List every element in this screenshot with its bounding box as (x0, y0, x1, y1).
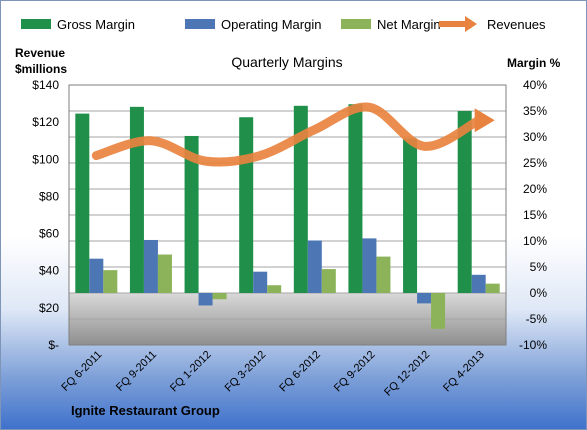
left-axis-tick: $60 (39, 227, 59, 241)
right-axis-tick: -5% (526, 312, 548, 326)
legend-label: Gross Margin (57, 17, 135, 32)
legend-swatch (185, 19, 215, 29)
legend-label: Revenues (487, 17, 546, 32)
right-axis-title: Margin % (507, 56, 561, 70)
left-axis-tick: $80 (39, 189, 59, 203)
right-axis-tick: 30% (523, 130, 547, 144)
bar-net-margin (267, 285, 282, 293)
bar-operating-margin (143, 239, 158, 293)
right-axis-tick: -10% (519, 338, 547, 352)
bar-gross-margin (457, 111, 472, 293)
right-axis-tick: 35% (523, 104, 547, 118)
category-label: FQ 12-2012 (382, 349, 432, 399)
bar-operating-margin (198, 293, 213, 306)
bar-gross-margin (403, 138, 418, 293)
category-label: FQ 4-2013 (441, 349, 487, 395)
bar-net-margin (321, 269, 336, 293)
right-axis-tick: 25% (523, 156, 547, 170)
right-axis-tick: 40% (523, 78, 547, 92)
bar-net-margin (212, 293, 227, 300)
category-label: FQ 9-2012 (332, 349, 378, 395)
bar-operating-margin (362, 238, 377, 293)
right-axis-tick: 0% (530, 286, 548, 300)
legend-label: Operating Margin (221, 17, 321, 32)
bar-net-margin (485, 283, 500, 293)
bar-gross-margin (293, 105, 308, 293)
bar-net-margin (103, 270, 118, 293)
right-axis-tick: 20% (523, 182, 547, 196)
bar-gross-margin (129, 106, 144, 293)
revenue-line (91, 102, 484, 167)
legend-label: Net Margin (377, 17, 441, 32)
legend-swatch (341, 19, 371, 29)
bar-net-margin (376, 256, 391, 293)
left-axis-tick: $- (48, 338, 59, 352)
left-axis-tick: $140 (32, 78, 59, 92)
bar-operating-margin (471, 274, 486, 293)
right-axis-tick: 15% (523, 208, 547, 222)
bar-operating-margin (89, 258, 104, 293)
left-axis-tick: $20 (39, 301, 59, 315)
category-label: FQ 3-2012 (223, 349, 269, 395)
legend-swatch (21, 19, 51, 29)
left-axis-title-line2: $millions (15, 62, 67, 76)
bar-gross-margin (348, 104, 363, 294)
revenue-arrowhead (474, 108, 495, 133)
left-axis-tick: $40 (39, 264, 59, 278)
right-axis-tick: 5% (530, 260, 548, 274)
right-axis-tick: 10% (523, 234, 547, 248)
left-axis-tick: $120 (32, 115, 59, 129)
bar-operating-margin (253, 271, 268, 293)
category-label: FQ 6-2011 (59, 349, 104, 394)
bar-operating-margin (417, 293, 432, 304)
plot-border (68, 84, 507, 346)
category-label: FQ 9-2011 (114, 349, 159, 394)
company-label: Ignite Restaurant Group (71, 403, 220, 418)
left-axis-title-line1: Revenue (15, 46, 65, 60)
bar-gross-margin (184, 135, 199, 293)
chart-title: Quarterly Margins (231, 54, 342, 70)
bar-net-margin (431, 293, 446, 329)
bar-operating-margin (307, 240, 322, 293)
legend-arrow-swatch (465, 16, 477, 32)
bar-gross-margin (75, 113, 90, 293)
category-label: FQ 1-2012 (168, 349, 214, 395)
left-axis-tick: $100 (32, 152, 59, 166)
bar-gross-margin (239, 117, 254, 294)
category-label: FQ 6-2012 (277, 349, 323, 395)
bar-net-margin (157, 254, 172, 293)
